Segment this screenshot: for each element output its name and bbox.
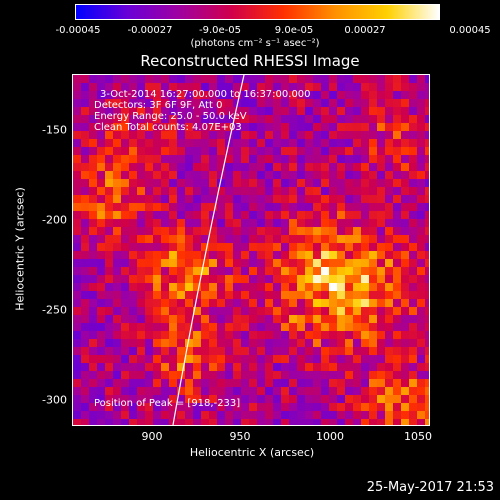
colorbar-units: (photons cm⁻² s⁻¹ asec⁻²) [190, 38, 320, 49]
y-tick-label: -200 [42, 213, 67, 227]
image-pixels [73, 75, 429, 425]
x-tick-label: 900 [141, 430, 163, 443]
detectors-text: Detectors: 3F 6F 9F, Att 0 [94, 100, 223, 111]
image-title: Reconstructed RHESSI Image [140, 52, 360, 70]
x-tick-label: 1050 [404, 430, 432, 443]
energy-range-text: Energy Range: 25.0 - 50.0 keV [94, 111, 247, 122]
colorbar-label: -0.00027 [127, 25, 173, 36]
colorbar [75, 4, 440, 20]
colorbar-label: -9.0e-05 [199, 25, 241, 36]
colorbar-label: 0.00027 [344, 25, 386, 36]
x-axis-label: Heliocentric X (arcsec) [189, 446, 315, 459]
y-tick-label: -150 [42, 123, 67, 137]
x-tick-label: 950 [229, 430, 251, 443]
y-tick-label: -250 [42, 303, 67, 317]
y-axis-label: Heliocentric Y (arcsec) [13, 187, 27, 311]
colorbar-label: 9.0e-05 [274, 25, 314, 36]
solar-limb-line [172, 75, 245, 425]
y-tick-label: -300 [42, 393, 67, 407]
colorbar-label: 0.00045 [449, 25, 491, 36]
x-tick-label: 1000 [316, 430, 344, 443]
colorbar-label: -0.00045 [55, 25, 101, 36]
date-stamp: 25-May-2017 21:53 [366, 480, 494, 495]
time-range-text: 3-Oct-2014 16:27:00.000 to 16:37:00.000 [100, 89, 311, 100]
clean-counts-text: Clean Total counts: 4.07E+03 [94, 122, 242, 133]
peak-position-text: Position of Peak = [918,-233] [94, 398, 241, 409]
rhessi-image [72, 74, 430, 426]
image-canvas [73, 75, 429, 425]
